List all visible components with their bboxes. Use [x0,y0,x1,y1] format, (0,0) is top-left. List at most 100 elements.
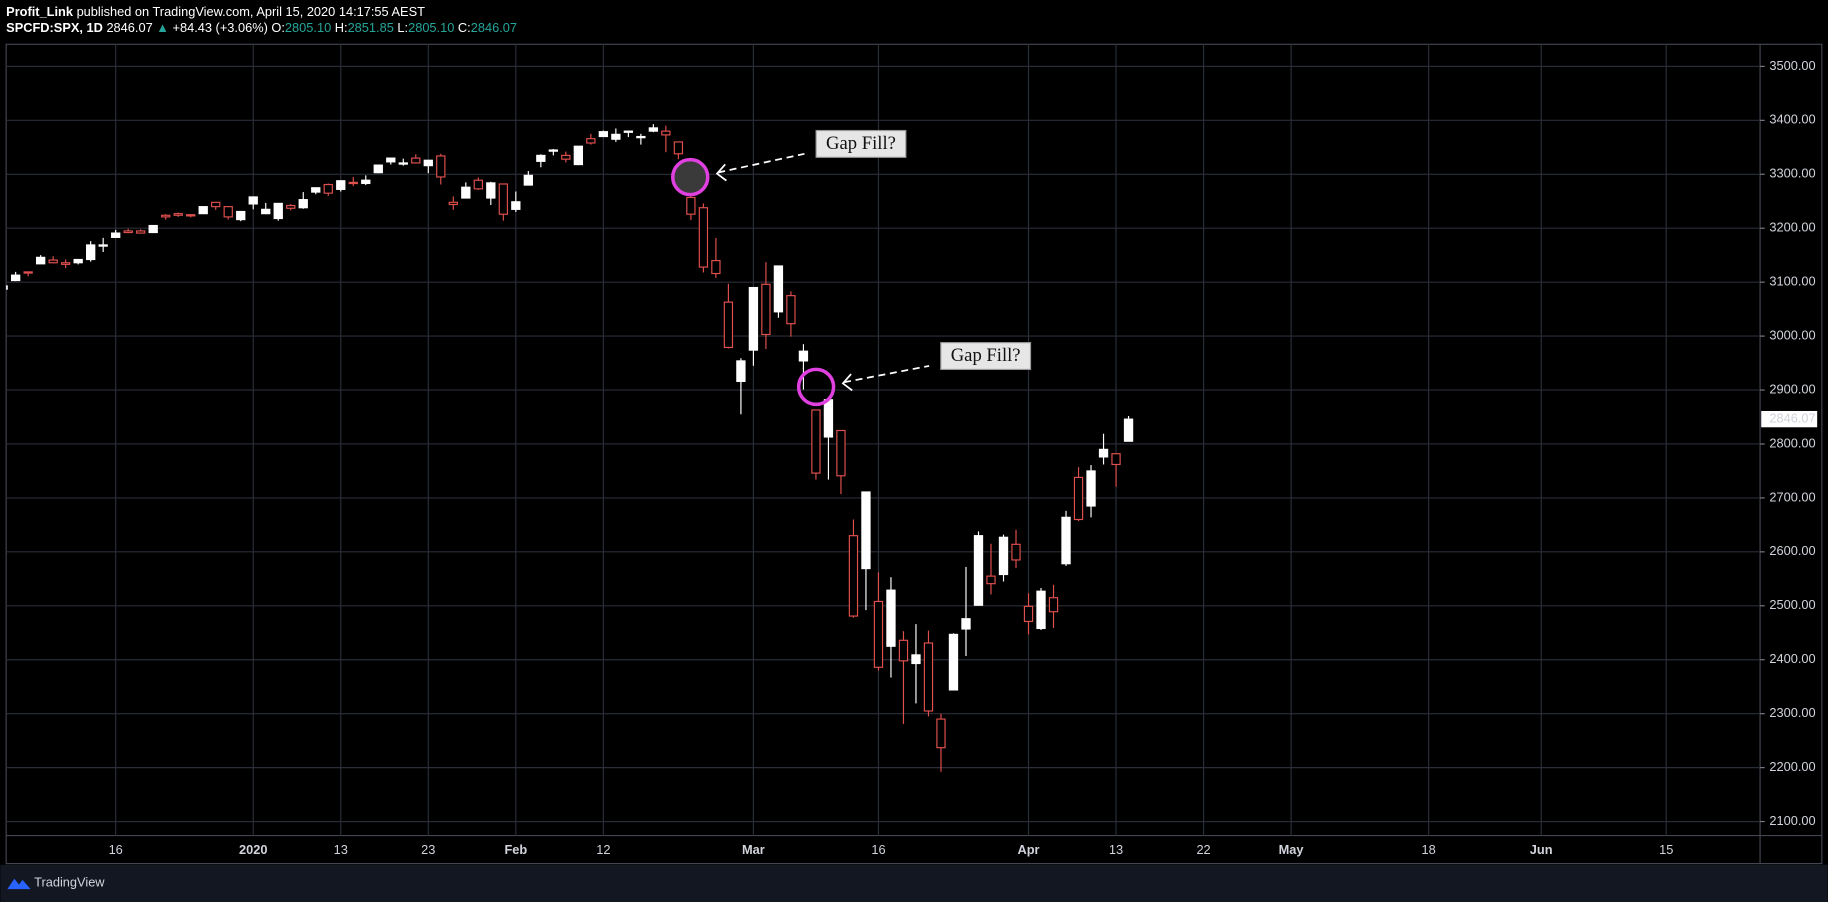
candle-body [161,214,171,218]
close-value: 2846.07 [471,21,517,36]
frame [5,43,1823,865]
candle-body [523,174,533,186]
candle-body [1048,597,1059,613]
candle-body [898,639,909,662]
candle-body [598,131,609,138]
y-tick-label: 3200.00 [1769,220,1815,235]
candle-body [423,159,433,167]
open-value: 2805.10 [285,21,331,36]
candle-body [536,154,546,162]
candle-body [923,642,934,712]
candle-body [661,130,671,136]
candle-body [561,154,571,160]
footer-bar [0,864,1828,902]
candle-body [298,199,308,209]
candle-body [211,201,221,208]
candle-body [823,399,834,438]
candle-body [936,718,946,749]
y-tick-label: 2100.00 [1769,813,1815,828]
candle-body [711,259,721,275]
y-tick-label: 2500.00 [1769,597,1815,612]
candle-body [911,654,921,665]
annotation-arrow [715,163,727,182]
y-tick-label: 2400.00 [1769,651,1815,666]
candle-body [861,491,871,570]
published: published on TradingView.com, April 15, … [77,4,426,19]
candle-body [498,183,508,215]
y-tick-label: 3500.00 [1769,58,1815,73]
high-label: H: [335,21,348,36]
x-tick-label: May [1279,842,1305,857]
candle-body [448,201,458,206]
candle-body [411,157,421,164]
y-tick-label: 2600.00 [1769,543,1815,558]
x-tick-label: 13 [1109,842,1123,857]
candle-body [10,274,21,282]
low-value: 2805.10 [408,21,454,36]
candle-body [723,301,734,349]
candle-body [186,214,196,217]
candle-body [35,256,46,265]
x-tick-label: 12 [596,842,610,857]
candle-body [573,145,584,166]
candle-body [473,179,483,190]
candle-body [6,285,8,290]
candle-body [23,271,33,274]
candle-body [548,149,559,152]
symbol: SPCFD:SPX, 1D [6,21,103,36]
x-tick-label: 22 [1196,842,1210,857]
x-tick-label: 2020 [239,842,267,857]
candle-body [586,138,596,144]
candle-body [486,182,496,199]
logo [7,878,31,890]
candle-body [61,262,71,265]
candle-body [636,135,646,139]
candle-body [886,589,896,647]
y-tick-label: 2300.00 [1769,705,1815,720]
candle-body [361,179,371,185]
candle-body [223,206,233,218]
candle-body [348,181,358,185]
annotation-line [718,152,805,174]
candle-body [611,133,621,140]
candle-body [1061,516,1071,565]
candle-body [336,180,346,190]
candle-body [286,204,296,209]
x-tick-label: 16 [109,842,123,857]
candle-body [623,130,634,133]
axes: 2100.00 2200.00 2300.00 2400.00 2500.00 2600.… [109,58,1818,857]
candle-body [436,155,446,178]
candle-body [848,535,859,617]
symbol-line: SPCFD:SPX, 1D 2846.07 ▲ +84.43 (+3.06%) … [6,21,517,36]
candle-body [323,183,333,194]
candle-body [961,618,971,630]
candle-body [748,286,759,351]
candle-body [86,244,96,261]
y-tick-label: 3000.00 [1769,327,1815,342]
low-label: L: [397,21,408,36]
candle-body [1123,418,1134,442]
y-tick-label: 3300.00 [1769,166,1815,181]
candle-body [386,157,396,163]
candle-body [261,208,271,215]
y-tick-label: 3400.00 [1769,112,1815,127]
candle-body [873,600,884,668]
x-tick-label: 23 [421,842,435,857]
annotation-circle [671,157,710,197]
candle-body [698,207,709,268]
y-tick-label: 3100.00 [1769,274,1815,289]
candle-body [986,575,996,585]
candle-body [511,201,521,210]
candle-body [148,224,158,234]
candle-body [73,258,83,264]
candle-body [461,186,471,199]
candle-body [998,536,1009,576]
candle-body [686,196,696,215]
x-tick-label: 18 [1422,842,1436,857]
last-price: 2846.07 [106,21,152,36]
high-value: 2851.85 [348,21,394,36]
candle-body [736,360,746,382]
candle-body [786,295,796,325]
x-tick-label: Mar [742,842,765,857]
